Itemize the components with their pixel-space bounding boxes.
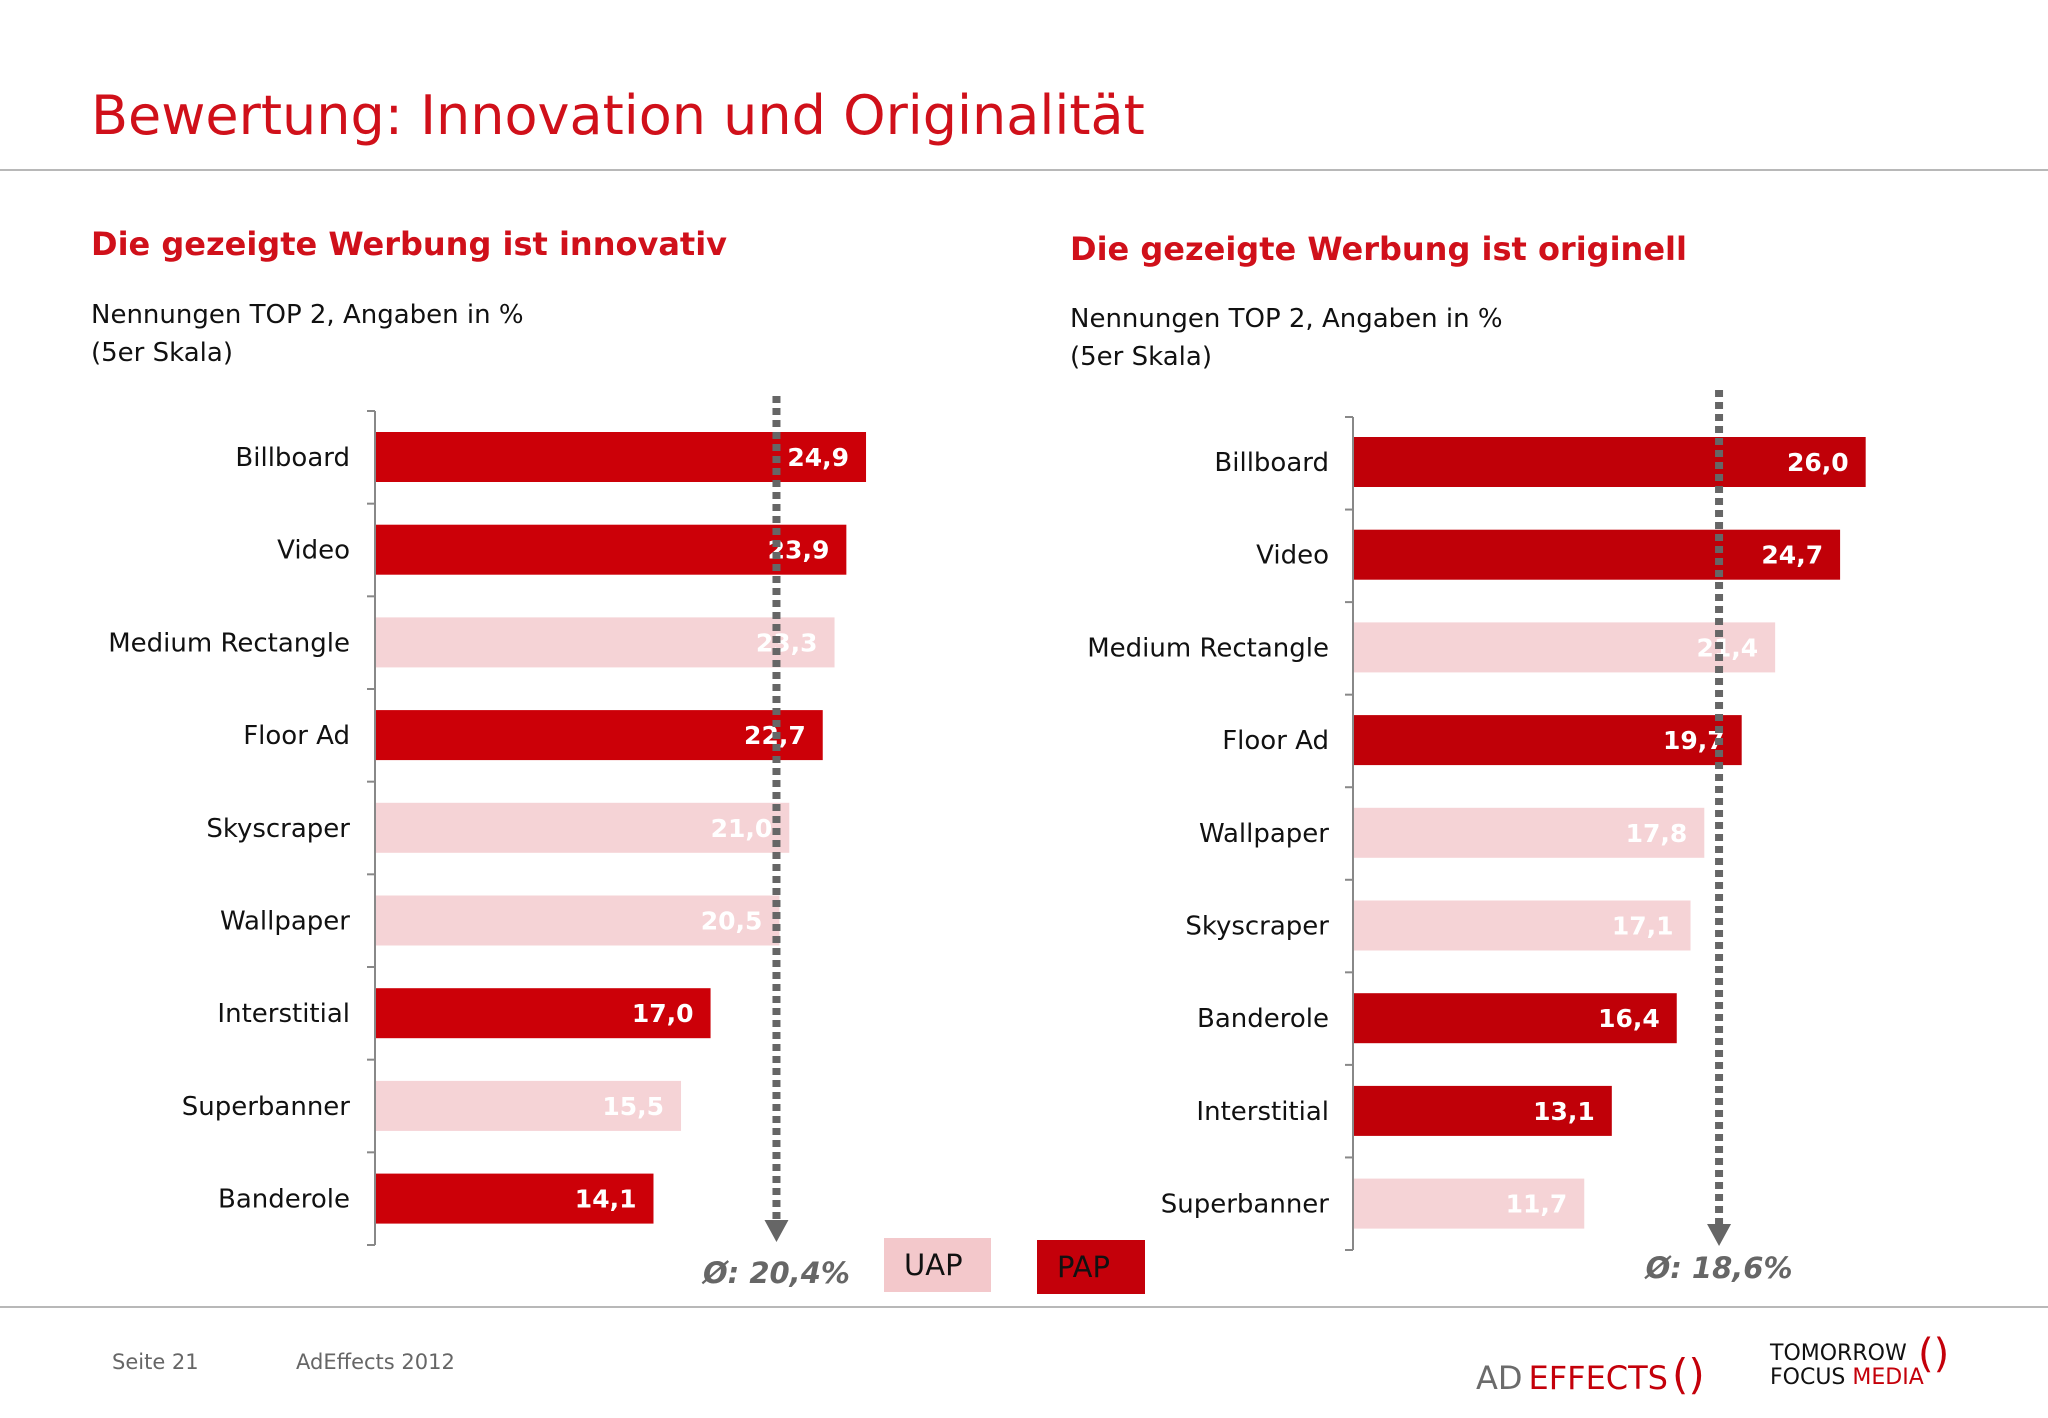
- right-bar-4: [1354, 807, 1705, 858]
- right-category-label: Wallpaper: [1199, 819, 1329, 849]
- legend-uap-label: UAP: [904, 1248, 963, 1282]
- right-bar-7: [1354, 1085, 1612, 1136]
- left-chart-note-line2: (5er Skala): [91, 338, 233, 368]
- right-chart-note: Nennungen TOP 2, Angaben in % (5er Skala…: [1070, 300, 1503, 376]
- logo-text-effects: EFFECTS: [1528, 1359, 1668, 1397]
- left-bar-7: [376, 1080, 682, 1131]
- logo-text-ad: AD: [1476, 1359, 1523, 1397]
- right-value-label: 17,1: [1612, 912, 1674, 941]
- left-value-label: 14,1: [575, 1185, 637, 1214]
- right-chart-title: Die gezeigte Werbung ist originell: [1070, 230, 1687, 268]
- right-average-arrow-icon: [1707, 1224, 1732, 1246]
- right-category-label: Medium Rectangle: [1087, 633, 1329, 663]
- legend-uap: UAP: [884, 1238, 991, 1292]
- left-category-label: Floor Ad: [243, 721, 350, 751]
- left-bar-3: [376, 710, 823, 761]
- right-value-label: 19,7: [1663, 726, 1725, 755]
- right-value-label: 17,8: [1626, 819, 1688, 848]
- left-bar-4: [376, 802, 790, 853]
- right-value-label: 21,4: [1696, 633, 1758, 662]
- legend-pap-label: PAP: [1057, 1250, 1110, 1284]
- right-bar-6: [1354, 993, 1677, 1044]
- left-category-label: Wallpaper: [220, 907, 350, 937]
- right-bar-0: [1354, 437, 1866, 487]
- left-chart-note-line1: Nennungen TOP 2, Angaben in %: [91, 300, 524, 330]
- right-value-label: 24,7: [1761, 541, 1823, 570]
- left-bar-8: [376, 1173, 654, 1224]
- right-category-label: Interstitial: [1196, 1097, 1329, 1127]
- left-category-label: Banderole: [218, 1185, 350, 1215]
- left-value-label: 17,0: [632, 999, 694, 1028]
- left-value-label: 20,5: [701, 907, 763, 936]
- right-value-label: 26,0: [1787, 448, 1849, 477]
- right-value-label: 11,7: [1506, 1190, 1568, 1219]
- adeffects-logo: AD EFFECTS(): [1476, 1350, 1705, 1399]
- bracket-icon: (): [1671, 1350, 1705, 1399]
- left-average-arrow-icon: [764, 1220, 789, 1242]
- right-value-label: 13,1: [1533, 1097, 1595, 1126]
- left-value-label: 23,3: [756, 628, 818, 657]
- logo-text-media: MEDIA: [1852, 1365, 1924, 1390]
- right-bar-8: [1354, 1178, 1585, 1229]
- left-chart-note: Nennungen TOP 2, Angaben in % (5er Skala…: [91, 296, 524, 372]
- left-value-label: 24,9: [787, 443, 849, 472]
- right-bar-5: [1354, 900, 1691, 951]
- left-bar-1: [376, 524, 847, 575]
- right-bar-3: [1354, 715, 1742, 766]
- left-average-label: Ø: 20,4%: [701, 1256, 850, 1290]
- left-value-label: 15,5: [602, 1092, 664, 1121]
- right-category-label: Banderole: [1197, 1004, 1329, 1034]
- right-category-label: Floor Ad: [1222, 726, 1329, 756]
- left-category-label: Medium Rectangle: [108, 628, 350, 658]
- right-chart-note-line2: (5er Skala): [1070, 342, 1212, 372]
- left-bar-6: [376, 988, 711, 1039]
- logo-text-tomorrow: TOMORROW: [1770, 1341, 1907, 1366]
- legend-pap: PAP: [1037, 1240, 1145, 1294]
- right-category-label: Skyscraper: [1185, 912, 1329, 942]
- right-category-label: Billboard: [1214, 448, 1329, 478]
- right-value-label: 16,4: [1598, 1004, 1660, 1033]
- left-category-label: Superbanner: [182, 1092, 351, 1122]
- left-bar-0: [376, 432, 867, 482]
- left-bar-2: [376, 617, 835, 668]
- footer-source: AdEffects 2012: [296, 1350, 455, 1374]
- bracket-icon: (): [1918, 1331, 1950, 1377]
- logo-text-focus: FOCUS: [1770, 1365, 1846, 1390]
- left-chart-title: Die gezeigte Werbung ist innovativ: [91, 225, 728, 263]
- tomorrow-focus-logo: TOMORROW FOCUS MEDIA (): [1770, 1334, 1949, 1390]
- right-bar-1: [1354, 529, 1841, 580]
- left-category-label: Billboard: [235, 443, 350, 473]
- page-title: Bewertung: Innovation und Originalität: [91, 84, 1145, 147]
- right-chart-note-line1: Nennungen TOP 2, Angaben in %: [1070, 304, 1503, 334]
- page-number: Seite 21: [112, 1350, 199, 1374]
- left-category-label: Video: [277, 536, 350, 566]
- left-category-label: Skyscraper: [206, 814, 350, 844]
- right-average-label: Ø: 18,6%: [1644, 1251, 1793, 1285]
- left-bar-5: [376, 895, 780, 946]
- left-value-label: 21,0: [711, 814, 773, 843]
- right-bar-2: [1354, 622, 1776, 673]
- right-category-label: Superbanner: [1161, 1190, 1330, 1220]
- right-category-label: Video: [1256, 541, 1329, 571]
- left-category-label: Interstitial: [217, 999, 350, 1029]
- title-divider: [0, 169, 2048, 171]
- footer-divider: [0, 1306, 2048, 1308]
